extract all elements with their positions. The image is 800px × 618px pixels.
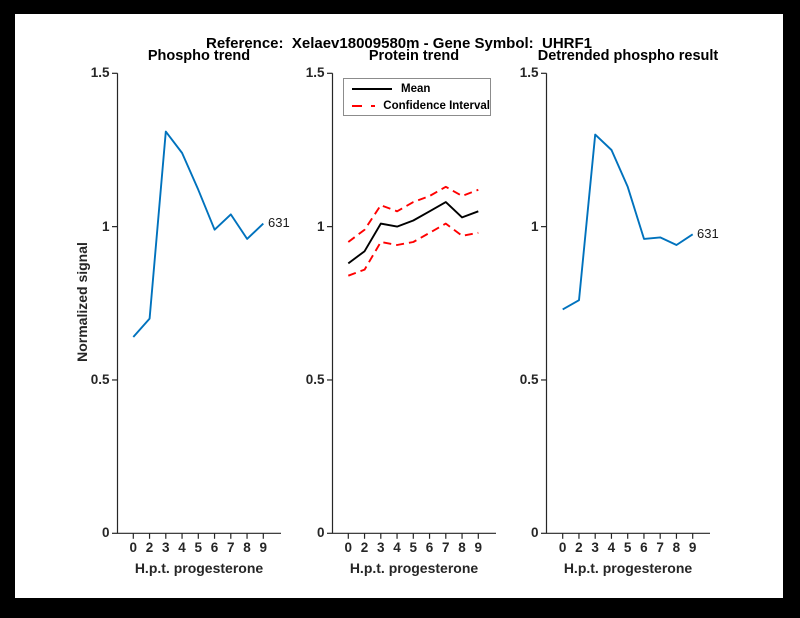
figure-title: Reference: Xelaev18009580m - Gene Symbol… [205,35,592,52]
subplot3-title: Detrended phospho result [537,48,719,64]
confidence-interval-line-sample-icon [352,104,376,107]
subplot2-y-tick-label: 0 [316,525,325,541]
subplot2-x-tick-label: 8 [458,540,466,555]
subplot3-x-tick-label: 4 [607,540,616,555]
subplot1-x-tick-label: 7 [227,540,235,555]
subplot3-x-tick-label: 9 [688,540,697,555]
series-confidence-interval-upper [347,185,479,243]
subplot1-x-tick-label: 0 [129,540,138,555]
legend-label-mean: Mean [401,82,431,95]
y-axis-label: Normalized signal [74,242,90,362]
subplot3-x-tick-label: 7 [656,540,664,555]
subplot3-x-tick-label: 8 [672,540,681,555]
series-confidence-interval-lower [347,222,479,277]
subplot1-x-tick-label: 4 [178,540,186,555]
subplot1-y-tick-label: 0.5 [90,371,110,387]
mean-line-sample-icon [352,87,392,90]
series-mean [347,201,479,265]
subplot2-y-tick-label: 0.5 [305,371,325,387]
subplot3-y-tick-label: 0 [530,525,539,541]
figure-canvas: Reference: Xelaev18009580m - Gene Symbol… [15,14,783,598]
subplot2-title: Protein trend [368,48,460,64]
subplot2-y-tick-label: 1 [316,218,325,234]
subplot2-x-tick-label: 2 [360,540,369,555]
subplot3-x-tick-label: 0 [558,540,567,555]
subplot3-x-tick-label: 2 [575,540,583,555]
subplot2-x-tick-label: 3 [377,540,385,555]
subplot1-x-tick-label: 6 [210,540,219,555]
subplot2-x-tick-label: 5 [409,540,418,555]
series-detrended-phospho-signal [562,133,694,311]
subplot1-title: Phospho trend [147,48,251,64]
subplot3-x-axis-label: H.p.t. progesterone [563,560,693,576]
subplot1-x-axis-label: H.p.t. progesterone [134,560,264,576]
subplot3-y-tick-label: 1.5 [519,65,539,81]
legend-item-mean: Mean [351,82,490,96]
subplot1-y-tick-label: 1.5 [90,65,110,81]
subplot3-y-tick-label: 0.5 [519,371,539,387]
legend-label-confidence-interval: Confidence Interval [383,99,490,112]
subplot1-x-tick-label: 2 [145,540,154,555]
subplot1-y-tick-label: 0 [101,525,110,541]
subplot3-x-tick-label: 5 [623,540,632,555]
subplot3-y-tick-label: 1 [530,218,539,234]
subplot2-x-tick-label: 7 [442,540,450,555]
subplot1-x-tick-label: 3 [162,540,170,555]
series-phospho-signal [132,130,264,338]
subplot2-x-tick-label: 6 [425,540,434,555]
subplot1-y-tick-label: 1 [101,218,110,234]
legend-item-confidence-interval: Confidence Interval [351,99,490,113]
subplot2-y-tick-label: 1.5 [305,65,325,81]
subplot3-x-tick-label: 3 [591,540,599,555]
subplot2-x-tick-label: 0 [344,540,353,555]
subplot1-x-tick-label: 8 [243,540,251,555]
subplot1-x-tick-label: 5 [194,540,203,555]
subplot2-x-tick-label: 9 [474,540,483,555]
subplot1-endpoint-label: 631 [268,215,290,230]
subplot3-endpoint-label: 631 [697,226,719,241]
subplot1-x-tick-label: 9 [259,540,268,555]
subplot3-x-tick-label: 6 [640,540,648,555]
legend-box: Mean Confidence Interval [343,78,491,116]
subplot2-x-tick-label: 4 [393,540,401,555]
subplot2-x-axis-label: H.p.t. progesterone [349,560,479,576]
